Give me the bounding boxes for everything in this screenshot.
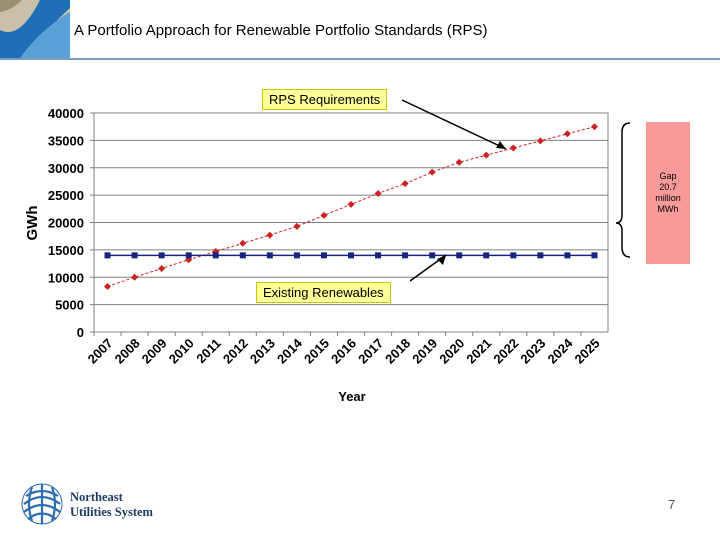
y-tick-label: 10000: [48, 270, 84, 285]
y-axis-label: GWh: [24, 206, 41, 241]
y-tick-label: 20000: [48, 216, 84, 231]
corner-swoosh-icon: [0, 0, 70, 58]
header-band: A Portfolio Approach for Renewable Portf…: [0, 0, 720, 58]
y-tick-labels: 0 5000 10000 15000 20000 25000 30000 35000 40000: [48, 106, 84, 340]
rps-point: [455, 158, 463, 166]
company-name: Northeast Utilities System: [70, 490, 153, 520]
rps-point: [266, 231, 274, 239]
company-name-line2: Utilities System: [70, 505, 153, 519]
company-name-line1: Northeast: [70, 490, 123, 504]
existing-point: [483, 252, 490, 259]
y-tick-label: 5000: [55, 298, 84, 313]
rps-point: [185, 256, 193, 264]
rps-chart: 0 5000 10000 15000 20000 25000 30000 35000 40000…: [24, 99, 631, 404]
x-tick-label: 2007: [85, 336, 116, 367]
y-tick-label: 0: [77, 325, 84, 340]
x-tick-label: 2016: [328, 336, 359, 367]
series-group: [104, 123, 598, 291]
rps-arrowhead: [496, 141, 506, 149]
existing-point: [456, 252, 463, 259]
x-tick-label: 2013: [247, 336, 278, 367]
existing-point: [320, 252, 327, 259]
existing-point: [293, 252, 300, 259]
y-tick-label: 25000: [48, 188, 84, 203]
gap-unit-1: million: [655, 193, 681, 203]
existing-point: [104, 252, 111, 259]
existing-point: [564, 252, 571, 259]
header-divider: [0, 58, 720, 60]
rps-point: [347, 200, 355, 208]
existing-point: [185, 252, 192, 259]
x-tick-label: 2010: [166, 336, 197, 367]
rps-point: [104, 283, 112, 291]
rps-point: [320, 211, 328, 219]
existing-point: [537, 252, 544, 259]
x-tick-label: 2022: [490, 336, 521, 367]
rps-point: [482, 151, 490, 159]
existing-point: [375, 252, 382, 259]
rps-point: [374, 189, 382, 197]
x-tick-label: 2014: [274, 335, 306, 367]
existing-point: [239, 252, 246, 259]
x-tick-label: 2015: [301, 336, 332, 367]
gridlines: [90, 112, 608, 336]
rps-point: [509, 144, 517, 152]
x-tick-label: 2018: [382, 336, 413, 367]
gap-box: Gap 20.7 million MWh: [646, 122, 690, 264]
rps-point: [131, 273, 139, 281]
existing-point: [266, 252, 273, 259]
existing-point: [402, 252, 409, 259]
rps-requirements-callout: RPS Requirements: [262, 89, 388, 110]
x-tick-label: 2021: [463, 336, 494, 367]
existing-point: [212, 252, 219, 259]
existing-renewables-callout: Existing Renewables: [256, 282, 391, 303]
existing-point: [158, 252, 165, 259]
x-tick-label: 2011: [193, 336, 224, 367]
gap-brace: [615, 122, 631, 258]
x-tick-label: 2023: [517, 336, 548, 367]
rps-point: [401, 180, 409, 188]
existing-point: [429, 252, 436, 259]
rps-point: [563, 130, 571, 138]
x-tick-label: 2012: [220, 336, 251, 367]
rps-point: [293, 222, 301, 230]
existing-point: [510, 252, 517, 259]
existing-arrowhead: [437, 255, 446, 265]
x-tick-label: 2019: [409, 336, 440, 367]
x-tick-labels: 2007200820092010201120122013201420152016…: [85, 335, 603, 367]
y-tick-label: 35000: [48, 133, 84, 148]
rps-point: [239, 239, 247, 247]
gap-value: 20.7: [659, 182, 677, 192]
northeast-utilities-globe-icon: [21, 483, 63, 525]
y-tick-label: 15000: [48, 243, 84, 258]
x-tick-label: 2020: [436, 336, 467, 367]
page-number: 7: [668, 497, 676, 512]
rps-arrow: [401, 99, 507, 150]
rps-point: [158, 264, 166, 272]
x-tick-label: 2017: [355, 336, 386, 367]
y-tick-label: 40000: [48, 106, 84, 121]
rps-point: [590, 123, 598, 131]
slide-title: A Portfolio Approach for Renewable Portf…: [74, 22, 488, 39]
x-axis-label: Year: [338, 389, 365, 404]
rps-point: [536, 137, 544, 145]
x-tick-label: 2009: [139, 336, 170, 367]
existing-point: [348, 252, 354, 259]
gap-label: Gap: [659, 171, 677, 181]
y-tick-label: 30000: [48, 161, 84, 176]
x-tick-label: 2024: [544, 335, 576, 367]
gap-unit-2: MWh: [657, 204, 679, 214]
rps-point: [428, 168, 436, 176]
existing-point: [131, 252, 138, 259]
x-tick-label: 2025: [572, 336, 603, 367]
existing-point: [591, 252, 598, 259]
x-tick-label: 2008: [112, 336, 143, 367]
